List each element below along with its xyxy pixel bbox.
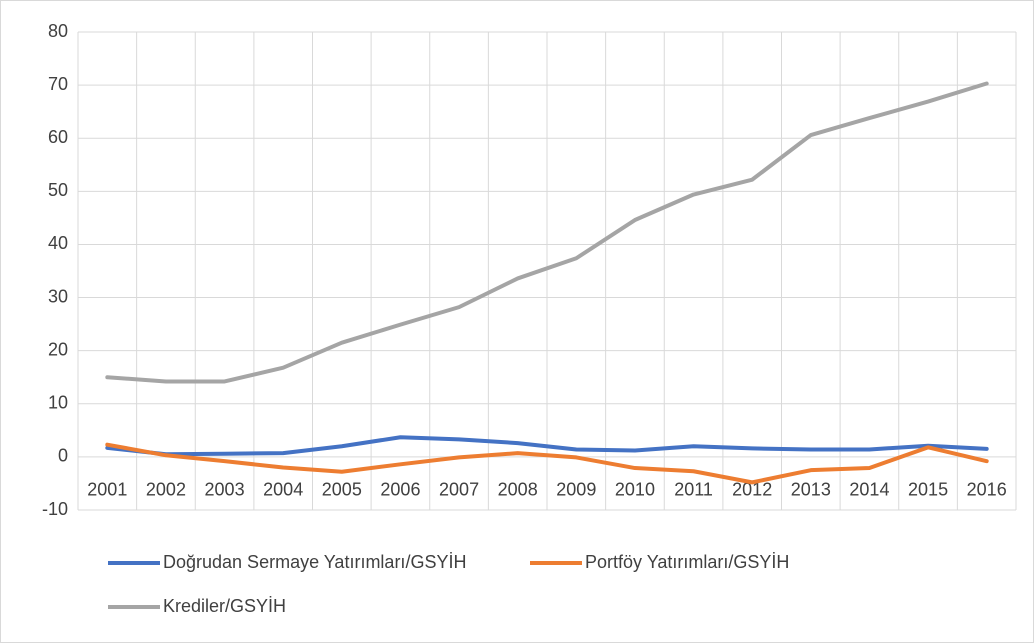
- x-tick-label: 2003: [205, 480, 245, 500]
- y-tick-label: 20: [48, 339, 68, 359]
- series-line: [105, 442, 989, 485]
- y-tick-label: 60: [48, 127, 68, 147]
- x-tick-label: 2009: [556, 480, 596, 500]
- legend-label: Portföy Yatırımları/GSYİH: [585, 552, 789, 572]
- x-tick-label: 2006: [380, 480, 420, 500]
- y-tick-label: 0: [58, 446, 68, 466]
- x-tick-label: 2007: [439, 480, 479, 500]
- x-tick-label: 2014: [849, 480, 889, 500]
- y-tick-label: -10: [42, 499, 68, 519]
- x-tick-label: 2004: [263, 480, 303, 500]
- legend-label: Krediler/GSYİH: [163, 596, 286, 616]
- series-line: [105, 81, 989, 384]
- x-tick-label: 2015: [908, 480, 948, 500]
- y-tick-label: 50: [48, 180, 68, 200]
- series-line: [105, 435, 989, 457]
- x-tick-label: 2012: [732, 480, 772, 500]
- x-tick-label: 2016: [967, 480, 1007, 500]
- y-tick-label: 30: [48, 286, 68, 306]
- x-tick-label: 2010: [615, 480, 655, 500]
- x-tick-label: 2002: [146, 480, 186, 500]
- x-tick-label: 2005: [322, 480, 362, 500]
- y-tick-label: 10: [48, 393, 68, 413]
- x-tick-label: 2011: [674, 480, 713, 500]
- y-tick-label: 40: [48, 233, 68, 253]
- y-tick-label: 70: [48, 74, 68, 94]
- x-tick-label: 2008: [498, 480, 538, 500]
- x-tick-label: 2001: [87, 480, 127, 500]
- y-tick-label: 80: [48, 21, 68, 41]
- legend-label: Doğrudan Sermaye Yatırımları/GSYİH: [163, 552, 466, 572]
- x-tick-label: 2013: [791, 480, 831, 500]
